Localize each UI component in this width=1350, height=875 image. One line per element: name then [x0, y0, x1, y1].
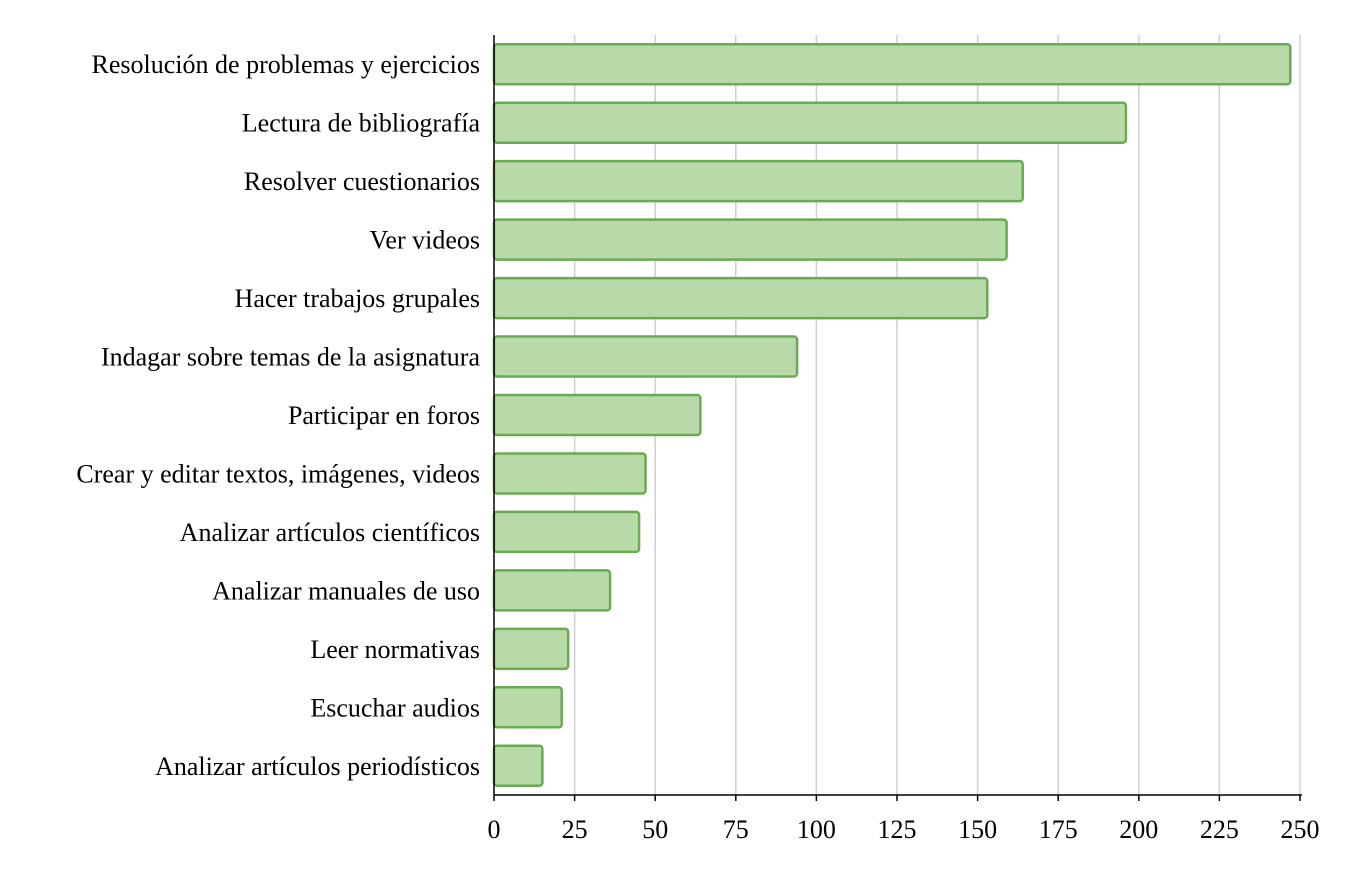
bar — [492, 452, 647, 495]
x-tick-label: 50 — [642, 815, 668, 844]
bar — [492, 42, 1292, 86]
bar — [492, 744, 544, 788]
category-label: Analizar artículos científicos — [180, 518, 480, 547]
bar — [492, 686, 563, 729]
category-label: Ver videos — [370, 226, 480, 255]
bar — [492, 510, 641, 554]
x-tick-label: 150 — [958, 815, 997, 844]
category-label: Crear y editar textos, imágenes, videos — [76, 459, 480, 488]
bar — [492, 276, 989, 320]
category-label: Escuchar audios — [310, 693, 480, 722]
category-label: Analizar artículos periodísticos — [155, 752, 480, 781]
bar — [492, 159, 1024, 203]
category-label: Resolución de problemas y ejercicios — [92, 50, 480, 79]
axes — [493, 35, 1302, 801]
x-tick-label: 225 — [1200, 815, 1239, 844]
category-label: Lectura de bibliografía — [242, 109, 481, 138]
x-tick-label: 0 — [488, 815, 501, 844]
bars — [492, 42, 1292, 788]
bar — [492, 627, 570, 671]
category-label: Participar en foros — [288, 401, 480, 430]
category-label: Indagar sobre temas de la asignatura — [101, 343, 480, 372]
bar — [492, 569, 612, 612]
x-tick-label: 25 — [562, 815, 588, 844]
bar — [492, 218, 1008, 261]
bar — [492, 393, 702, 437]
x-tick-label: 200 — [1119, 815, 1158, 844]
category-label: Hacer trabajos grupales — [235, 284, 480, 313]
x-tick-label: 75 — [723, 815, 749, 844]
category-label: Leer normativas — [310, 635, 480, 664]
bar — [492, 335, 799, 378]
x-tick-label: 250 — [1281, 815, 1320, 844]
x-tick-label: 175 — [1039, 815, 1078, 844]
category-label: Resolver cuestionarios — [244, 167, 480, 196]
category-label: Analizar manuales de uso — [212, 576, 480, 605]
labels: 0 25 50 75 100 125 150 175 200 225 250 Resolución d… — [76, 50, 1319, 844]
x-tick-label: 125 — [878, 815, 917, 844]
bar — [492, 101, 1128, 144]
x-tick-label: 100 — [797, 815, 836, 844]
